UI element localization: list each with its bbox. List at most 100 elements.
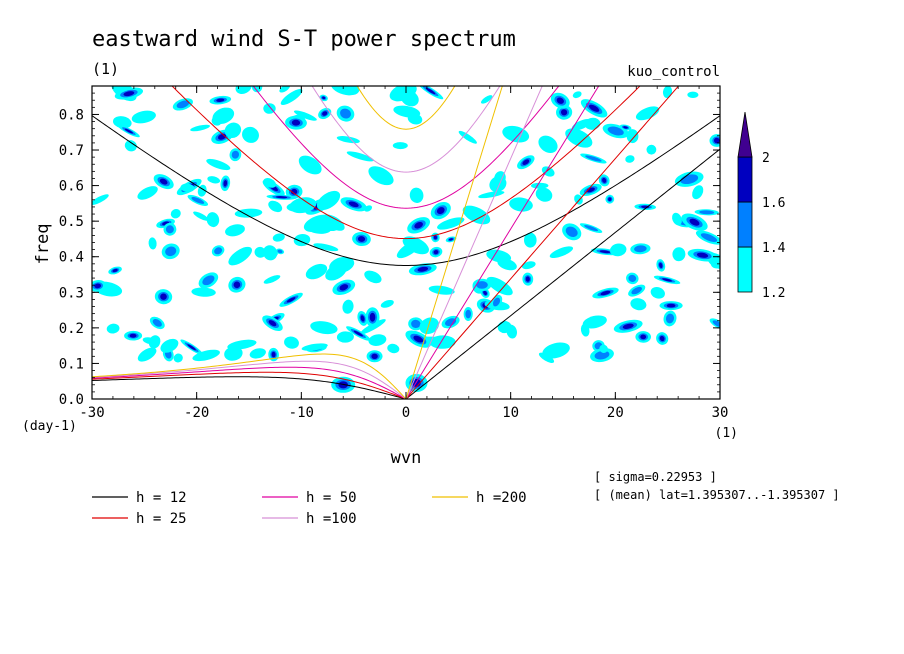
y-tick-label: 0.6 — [59, 179, 84, 195]
power-blob — [486, 276, 513, 296]
x-tick-label: -20 — [184, 405, 209, 421]
power-blob — [298, 155, 322, 175]
chart-title: eastward wind S-T power spectrum — [92, 27, 516, 52]
power-blob — [272, 233, 285, 242]
power-blob — [180, 339, 203, 355]
legend-label: h = 12 — [136, 490, 187, 506]
power-blob — [462, 205, 491, 225]
y-tick-label: 0.1 — [59, 356, 84, 372]
power-blob — [293, 234, 311, 247]
power-blob — [709, 134, 720, 147]
power-blob — [254, 246, 266, 258]
power-blob — [517, 155, 535, 170]
x-tick-label: -10 — [289, 405, 314, 421]
power-blob — [368, 334, 387, 346]
dispersion-curve — [311, 86, 501, 173]
power-blob — [650, 286, 665, 299]
power-blob — [206, 212, 220, 228]
y-tick-label: 0.7 — [59, 143, 84, 159]
power-blob — [506, 324, 518, 339]
dispersion-curve — [356, 86, 456, 130]
y-tick-label: 0.4 — [59, 250, 84, 266]
power-blob — [392, 142, 408, 150]
colorbar-label: 1.4 — [762, 241, 786, 256]
power-blob — [380, 299, 394, 308]
power-blob — [319, 94, 328, 102]
power-blob — [207, 176, 221, 184]
power-blob — [428, 285, 455, 295]
power-blob — [114, 87, 144, 100]
power-blob — [437, 217, 465, 230]
power-blob — [192, 349, 220, 362]
power-blob — [106, 323, 120, 334]
power-blob — [598, 174, 610, 187]
annotation-sigma: [ sigma=0.22953 ] — [594, 470, 717, 484]
power-blob — [407, 113, 423, 125]
dispersion-curve — [405, 86, 600, 399]
power-blob — [409, 187, 424, 203]
power-blob — [694, 209, 719, 216]
power-blob — [613, 319, 643, 333]
power-blob — [235, 86, 252, 94]
power-blob — [342, 299, 354, 314]
power-blob — [228, 276, 246, 293]
power-blob — [242, 126, 259, 143]
power-blob — [625, 155, 635, 163]
power-blob — [220, 175, 231, 192]
power-blob — [262, 245, 278, 261]
power-blob — [523, 232, 537, 248]
power-blob — [329, 256, 355, 274]
y-tick-label: 0.5 — [59, 214, 84, 230]
colorbar-segment — [737, 156, 753, 203]
power-blob — [336, 105, 355, 122]
power-blob — [626, 272, 639, 285]
power-blob — [92, 194, 109, 205]
power-blob — [198, 272, 219, 289]
x-tick-label: 10 — [502, 405, 519, 421]
legend-label: h = 50 — [306, 490, 357, 506]
power-blob — [579, 183, 602, 196]
power-blob — [285, 115, 307, 130]
power-blob — [602, 123, 629, 139]
power-blob — [417, 86, 444, 100]
power-blob — [284, 336, 299, 349]
power-blob — [429, 246, 443, 258]
power-blob — [263, 178, 277, 188]
power-blob — [346, 326, 371, 341]
power-blob — [531, 182, 549, 189]
power-blob — [431, 232, 440, 243]
x-axis-label: wvn — [391, 448, 422, 468]
power-blob — [692, 185, 704, 200]
power-blob — [580, 99, 608, 118]
power-blob — [310, 321, 338, 335]
dispersion-curve — [92, 360, 407, 399]
power-blob — [542, 342, 570, 359]
power-blob — [160, 338, 179, 353]
power-blob — [396, 239, 422, 259]
power-blob — [572, 91, 582, 99]
power-blob — [634, 203, 656, 211]
power-blob — [481, 95, 493, 104]
dispersion-curve — [92, 376, 407, 399]
power-blob — [117, 124, 140, 138]
power-blob — [131, 110, 156, 124]
colorbar-label: 1.6 — [762, 196, 785, 211]
power-blob — [368, 166, 394, 186]
dispersion-curve — [92, 371, 407, 399]
power-blob — [293, 110, 317, 121]
y-tick-label: 0.8 — [59, 107, 84, 123]
power-blob — [313, 216, 336, 230]
power-blob — [574, 194, 583, 205]
legend: h = 12 h = 25 h = 50 h =100 h =200 — [92, 490, 527, 527]
power-blob — [709, 318, 720, 330]
power-blob — [280, 88, 303, 106]
dispersion-curve — [92, 366, 407, 399]
power-blob — [635, 106, 660, 121]
power-blob — [161, 243, 180, 260]
power-blob — [318, 107, 332, 120]
legend-label: h =200 — [476, 490, 527, 506]
power-blob — [330, 86, 360, 96]
power-blob — [234, 208, 263, 218]
power-blob — [173, 353, 183, 363]
